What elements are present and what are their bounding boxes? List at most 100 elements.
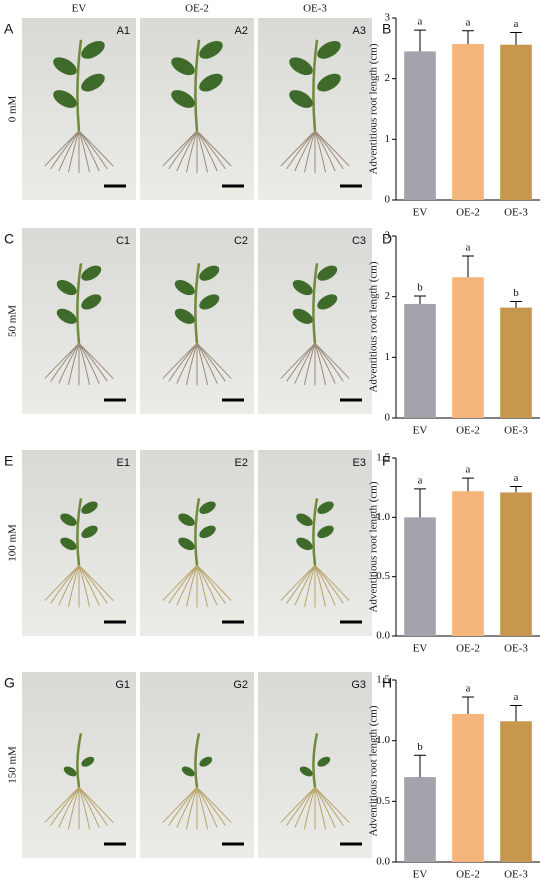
significance-letter: a — [418, 474, 423, 486]
photo-label: G1 — [115, 679, 130, 691]
leaf — [171, 90, 195, 108]
panel-letter: C — [4, 231, 14, 247]
x-tick-label: OE-2 — [456, 207, 480, 219]
leaf — [296, 537, 313, 551]
photo-label: E2 — [235, 457, 248, 469]
error-bar — [462, 696, 474, 714]
photo-background — [22, 672, 136, 858]
x-tick-label: OE-3 — [504, 643, 528, 655]
root — [196, 564, 232, 601]
y-axis-label: Adventitious root length (cm) — [368, 481, 380, 612]
photo-background — [140, 228, 254, 414]
photo-label: C3 — [352, 235, 366, 247]
x-tick-label: OE-2 — [456, 425, 480, 437]
photo: C3 — [258, 228, 372, 414]
root — [196, 565, 218, 606]
photo-label: C2 — [234, 235, 248, 247]
leaf — [81, 756, 95, 767]
significance-letter: a — [466, 16, 471, 28]
row-label: 100 mM — [7, 524, 19, 562]
y-axis-label: Adventitious root length (cm) — [368, 705, 380, 836]
panel-letter: A — [4, 21, 14, 37]
leaf — [81, 73, 105, 92]
stem — [312, 733, 319, 788]
root — [78, 564, 114, 601]
root — [186, 787, 198, 829]
leaf — [289, 90, 313, 108]
root — [168, 130, 198, 170]
root — [294, 130, 316, 172]
x-tick-label: OE-2 — [456, 869, 480, 880]
root — [176, 130, 198, 172]
root — [78, 130, 100, 172]
root — [314, 130, 336, 172]
bar — [452, 713, 484, 862]
error-bar — [414, 295, 426, 304]
row-label: 50 mM — [7, 305, 19, 337]
stem — [76, 733, 83, 788]
leaf — [56, 279, 77, 296]
y-tick-label: 0.0 — [376, 630, 390, 642]
photo-label: G2 — [233, 679, 248, 691]
root — [78, 565, 90, 607]
root — [78, 343, 100, 384]
photo: E3 — [258, 450, 372, 636]
significance-letter: a — [466, 464, 471, 476]
root — [50, 343, 80, 382]
column-header: OE-3 — [303, 3, 327, 15]
leaf — [181, 766, 195, 777]
root — [314, 787, 336, 828]
root — [50, 787, 80, 826]
root — [304, 130, 316, 173]
leaf — [60, 537, 77, 551]
leaf — [178, 537, 195, 551]
y-tick-label: 0 — [385, 412, 391, 424]
error-bar — [414, 754, 426, 778]
root — [304, 343, 316, 385]
leaf — [81, 265, 102, 281]
root — [68, 565, 80, 607]
x-tick-label: EV — [413, 425, 428, 437]
significance-letter: a — [466, 683, 471, 695]
error-bar — [510, 485, 522, 493]
y-tick-label: 1.0 — [376, 734, 390, 746]
bar — [500, 307, 532, 418]
photo: A2 — [140, 18, 254, 200]
stem — [194, 733, 201, 788]
leaf — [317, 294, 338, 310]
row-label: 0 mM — [7, 95, 19, 122]
root — [186, 130, 198, 173]
root — [196, 343, 208, 385]
leaf — [199, 73, 223, 92]
leaf — [317, 756, 331, 767]
root — [168, 787, 198, 826]
bar — [404, 303, 436, 418]
leaf — [317, 501, 334, 514]
photo: E1 — [22, 450, 136, 636]
leaf — [199, 40, 223, 59]
leaf — [56, 308, 77, 324]
photo-background — [258, 450, 372, 636]
root — [78, 343, 90, 385]
root — [78, 342, 114, 379]
root — [176, 787, 198, 828]
root — [286, 343, 316, 382]
root — [196, 787, 218, 828]
error-bar — [510, 704, 522, 722]
y-axis-label: Adventitious root length (cm) — [368, 43, 380, 174]
photo-background — [140, 672, 254, 858]
stem — [312, 39, 319, 131]
root — [186, 343, 198, 385]
root — [314, 565, 336, 606]
leaf — [317, 525, 334, 539]
significance-letter: a — [466, 242, 471, 254]
column-header: EV — [72, 3, 87, 15]
root — [78, 787, 90, 829]
photo: E2 — [140, 450, 254, 636]
root — [196, 787, 208, 829]
panel-letter: H — [382, 675, 392, 691]
stem — [194, 39, 201, 131]
y-tick-label: 1 — [385, 351, 391, 363]
photo-background — [22, 228, 136, 414]
